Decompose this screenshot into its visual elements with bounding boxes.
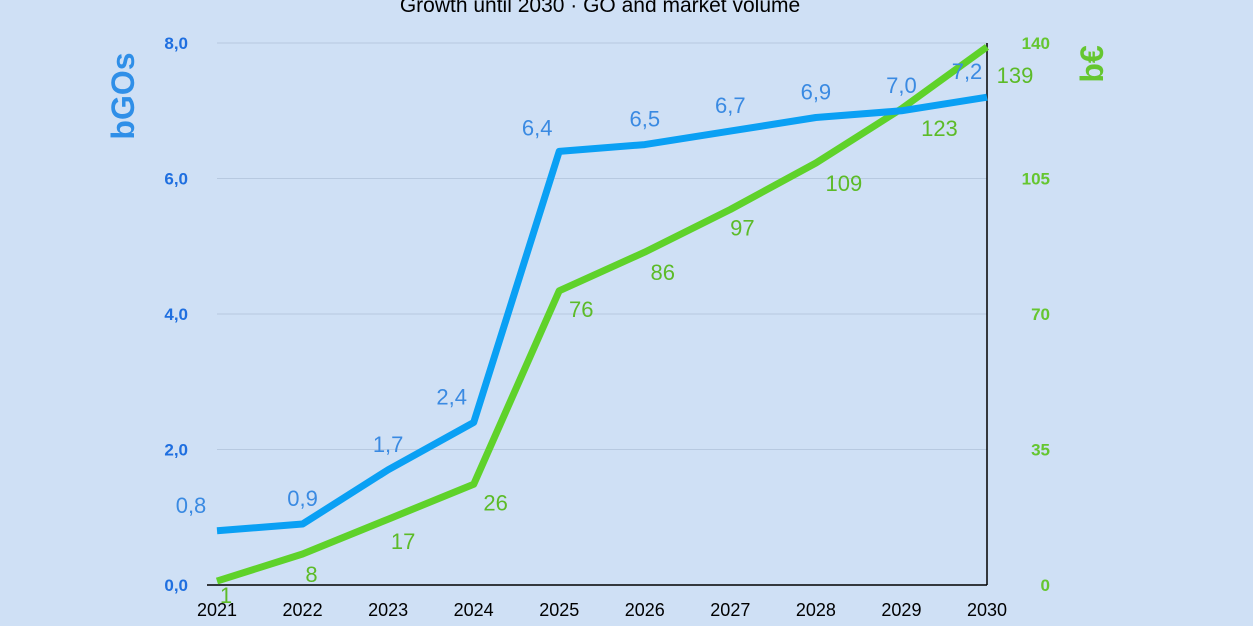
data-label-bgos: 6,5 (629, 107, 660, 132)
series-line-bgos (216, 93, 988, 535)
data-labels: 0,8 0,9 1,7 2,4 6,4 6,5 6,7 6,9 7,0 7,2 1 8 17 26 76 86… (176, 59, 1034, 608)
gridlines (217, 42, 987, 450)
left-axis-ticks: 0,0 2,0 4,0 6,0 8,0 (164, 34, 188, 595)
series-line-beur (215, 44, 990, 585)
data-label-bgos: 6,9 (801, 80, 832, 105)
data-label-bgos: 6,7 (715, 93, 746, 118)
series-lines (215, 44, 990, 585)
right-tick-label: 140 (1022, 34, 1050, 53)
data-label-bgos: 7,2 (952, 59, 983, 84)
data-label-beur: 26 (483, 490, 507, 515)
x-tick-label: 2026 (625, 600, 665, 620)
right-axis-ticks: 0 35 70 105 140 (1022, 34, 1050, 595)
data-label-beur: 1 (220, 583, 232, 608)
left-tick-label: 4,0 (164, 305, 188, 324)
data-label-beur: 76 (569, 297, 593, 322)
data-label-beur: 123 (921, 116, 958, 141)
chart-title: Growth until 2030 · GO and market volume (400, 0, 800, 17)
data-label-bgos: 7,0 (886, 73, 917, 98)
data-label-bgos: 0,9 (287, 486, 318, 511)
left-tick-label: 6,0 (164, 170, 188, 189)
data-label-bgos: 0,8 (176, 493, 207, 518)
data-label-beur: 86 (651, 260, 675, 285)
data-label-beur: 17 (391, 529, 415, 554)
right-tick-label: 35 (1031, 441, 1050, 460)
data-label-beur: 97 (730, 215, 754, 240)
x-tick-label: 2022 (283, 600, 323, 620)
x-tick-label: 2027 (710, 600, 750, 620)
x-axis-ticks: 2021 2022 2023 2024 2025 2026 2027 2028 2029 2030 (197, 600, 1007, 620)
x-tick-label: 2025 (539, 600, 579, 620)
data-label-bgos: 1,7 (373, 432, 404, 457)
data-label-beur: 109 (826, 171, 863, 196)
x-tick-label: 2028 (796, 600, 836, 620)
data-label-beur: 139 (997, 63, 1034, 88)
x-tick-label: 2021 (197, 600, 237, 620)
right-tick-label: 105 (1022, 170, 1050, 189)
right-tick-label: 70 (1031, 305, 1050, 324)
x-tick-label: 2023 (368, 600, 408, 620)
x-tick-label: 2024 (454, 600, 494, 620)
right-axis-title: b€ (1074, 45, 1110, 83)
left-tick-label: 2,0 (164, 441, 188, 460)
left-tick-label: 8,0 (164, 34, 188, 53)
left-tick-label: 0,0 (164, 576, 188, 595)
x-tick-label: 2029 (881, 600, 921, 620)
data-label-beur: 8 (305, 562, 317, 587)
right-tick-label: 0 (1041, 576, 1050, 595)
left-axis-title: bGOs (105, 52, 141, 139)
axes (207, 43, 988, 586)
data-label-bgos: 6,4 (522, 115, 553, 140)
x-tick-label: 2030 (967, 600, 1007, 620)
data-label-bgos: 2,4 (436, 384, 467, 409)
